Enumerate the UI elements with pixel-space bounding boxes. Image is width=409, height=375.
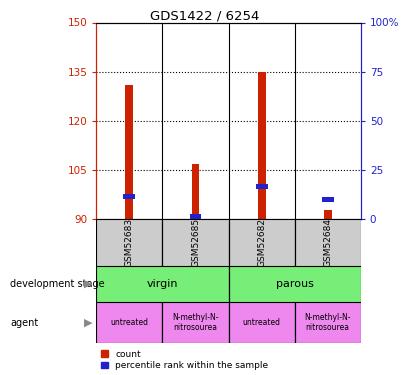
Bar <box>323 210 331 219</box>
FancyBboxPatch shape <box>96 302 162 343</box>
Text: development stage: development stage <box>10 279 105 289</box>
Text: untreated: untreated <box>242 318 280 327</box>
Text: GDS1422 / 6254: GDS1422 / 6254 <box>150 9 259 22</box>
Bar <box>189 214 201 219</box>
Bar <box>125 85 133 219</box>
Text: virgin: virgin <box>146 279 178 289</box>
Bar <box>191 164 199 219</box>
FancyBboxPatch shape <box>294 302 360 343</box>
FancyBboxPatch shape <box>228 302 294 343</box>
FancyBboxPatch shape <box>228 266 360 302</box>
Bar <box>257 72 265 219</box>
Text: N-methyl-N-
nitrosourea: N-methyl-N- nitrosourea <box>172 313 218 332</box>
Text: agent: agent <box>10 318 38 327</box>
Text: GSM52684: GSM52684 <box>322 218 331 267</box>
FancyBboxPatch shape <box>162 302 228 343</box>
Legend: count, percentile rank within the sample: count, percentile rank within the sample <box>101 350 268 370</box>
Bar <box>123 194 135 199</box>
FancyBboxPatch shape <box>228 219 294 266</box>
Text: ▶: ▶ <box>83 279 92 289</box>
Bar <box>255 184 267 189</box>
FancyBboxPatch shape <box>294 219 360 266</box>
Text: untreated: untreated <box>110 318 148 327</box>
Text: ▶: ▶ <box>83 318 92 327</box>
Text: parous: parous <box>275 279 313 289</box>
FancyBboxPatch shape <box>162 219 228 266</box>
Text: N-methyl-N-
nitrosourea: N-methyl-N- nitrosourea <box>304 313 350 332</box>
Bar <box>321 197 333 202</box>
Text: GSM52685: GSM52685 <box>191 218 200 267</box>
Text: GSM52682: GSM52682 <box>256 218 265 267</box>
FancyBboxPatch shape <box>96 266 228 302</box>
FancyBboxPatch shape <box>96 219 162 266</box>
Text: GSM52683: GSM52683 <box>125 218 134 267</box>
